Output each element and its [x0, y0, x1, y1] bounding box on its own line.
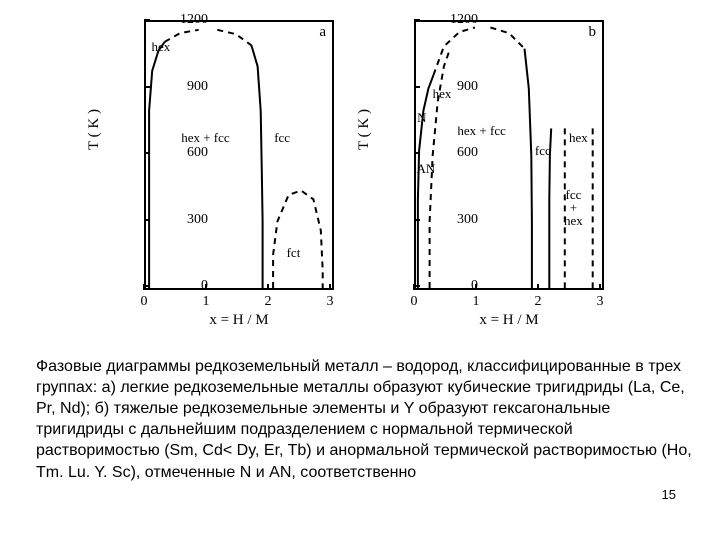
panel-label-b: b [589, 24, 597, 41]
y-axis-label-a: T ( K ) [86, 109, 103, 150]
ytick-mark [414, 219, 420, 221]
region-label-fcchex: fcc+hex [564, 188, 583, 227]
xtick-mark [205, 284, 207, 290]
region-label-hexfcc: hex + fcc [181, 131, 229, 144]
ytick-label: 900 [148, 80, 208, 94]
ytick-label: 600 [418, 146, 478, 160]
ytick-mark [414, 152, 420, 154]
region-label-hex1: hex [433, 87, 452, 100]
phase-curve [273, 191, 323, 289]
ytick-label: 0 [148, 279, 208, 293]
xtick-mark [267, 284, 269, 290]
ytick-mark [144, 19, 150, 21]
xtick-label: 1 [196, 294, 216, 310]
chart-panel-b: b T ( K ) x = H / M 030060090012000123he… [360, 10, 620, 340]
xtick-label: 1 [466, 294, 486, 310]
region-label-hex: hex [151, 40, 170, 53]
ytick-mark [144, 86, 150, 88]
xtick-label: 2 [258, 294, 278, 310]
ytick-label: 1200 [418, 13, 478, 27]
ytick-label: 600 [148, 146, 208, 160]
xtick-label: 0 [404, 294, 424, 310]
region-label-fcc: fcc [535, 144, 551, 157]
region-label-fcc: fcc [274, 131, 290, 144]
xtick-mark [329, 284, 331, 290]
y-axis-label-b: T ( K ) [356, 109, 373, 150]
ytick-mark [144, 152, 150, 154]
xtick-mark [599, 284, 601, 290]
xtick-mark [537, 284, 539, 290]
ytick-mark [144, 219, 150, 221]
x-axis-label-b: x = H / M [414, 312, 604, 329]
region-label-hex2: hex [569, 131, 588, 144]
region-label-fct: fct [287, 246, 301, 259]
phase-curve [525, 49, 532, 288]
page-root: a T ( K ) x = H / M 030060090012000123he… [0, 0, 720, 540]
ytick-label: 1200 [148, 13, 208, 27]
xtick-mark [475, 284, 477, 290]
phase-curve [251, 45, 262, 288]
xtick-label: 0 [134, 294, 154, 310]
panel-label-a: a [319, 24, 326, 41]
xtick-mark [413, 284, 415, 290]
xtick-label: 3 [320, 294, 340, 310]
region-label-AN: AN [416, 162, 435, 175]
ytick-mark [414, 19, 420, 21]
region-label-hexfcc: hex + fcc [457, 124, 505, 137]
chart-panel-a: a T ( K ) x = H / M 030060090012000123he… [90, 10, 350, 340]
ytick-mark [414, 86, 420, 88]
ytick-label: 300 [148, 213, 208, 227]
x-axis-label-a: x = H / M [144, 312, 334, 329]
xtick-mark [143, 284, 145, 290]
region-label-N: N [417, 111, 426, 124]
ytick-label: 300 [418, 213, 478, 227]
phase-curve [418, 75, 434, 288]
xtick-label: 3 [590, 294, 610, 310]
charts-row: a T ( K ) x = H / M 030060090012000123he… [90, 10, 630, 340]
phase-curve [217, 30, 251, 46]
xtick-label: 2 [528, 294, 548, 310]
phase-curve [433, 28, 475, 76]
phase-curve [490, 28, 524, 49]
page-number: 15 [662, 487, 676, 502]
figure-caption: Фазовые диаграммы редкоземельный металл … [36, 356, 696, 483]
ytick-label: 0 [418, 279, 478, 293]
